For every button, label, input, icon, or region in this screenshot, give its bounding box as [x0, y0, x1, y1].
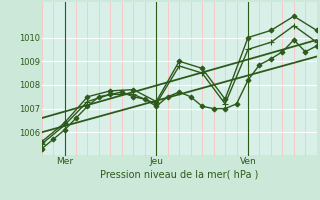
X-axis label: Pression niveau de la mer( hPa ): Pression niveau de la mer( hPa ) — [100, 169, 258, 179]
